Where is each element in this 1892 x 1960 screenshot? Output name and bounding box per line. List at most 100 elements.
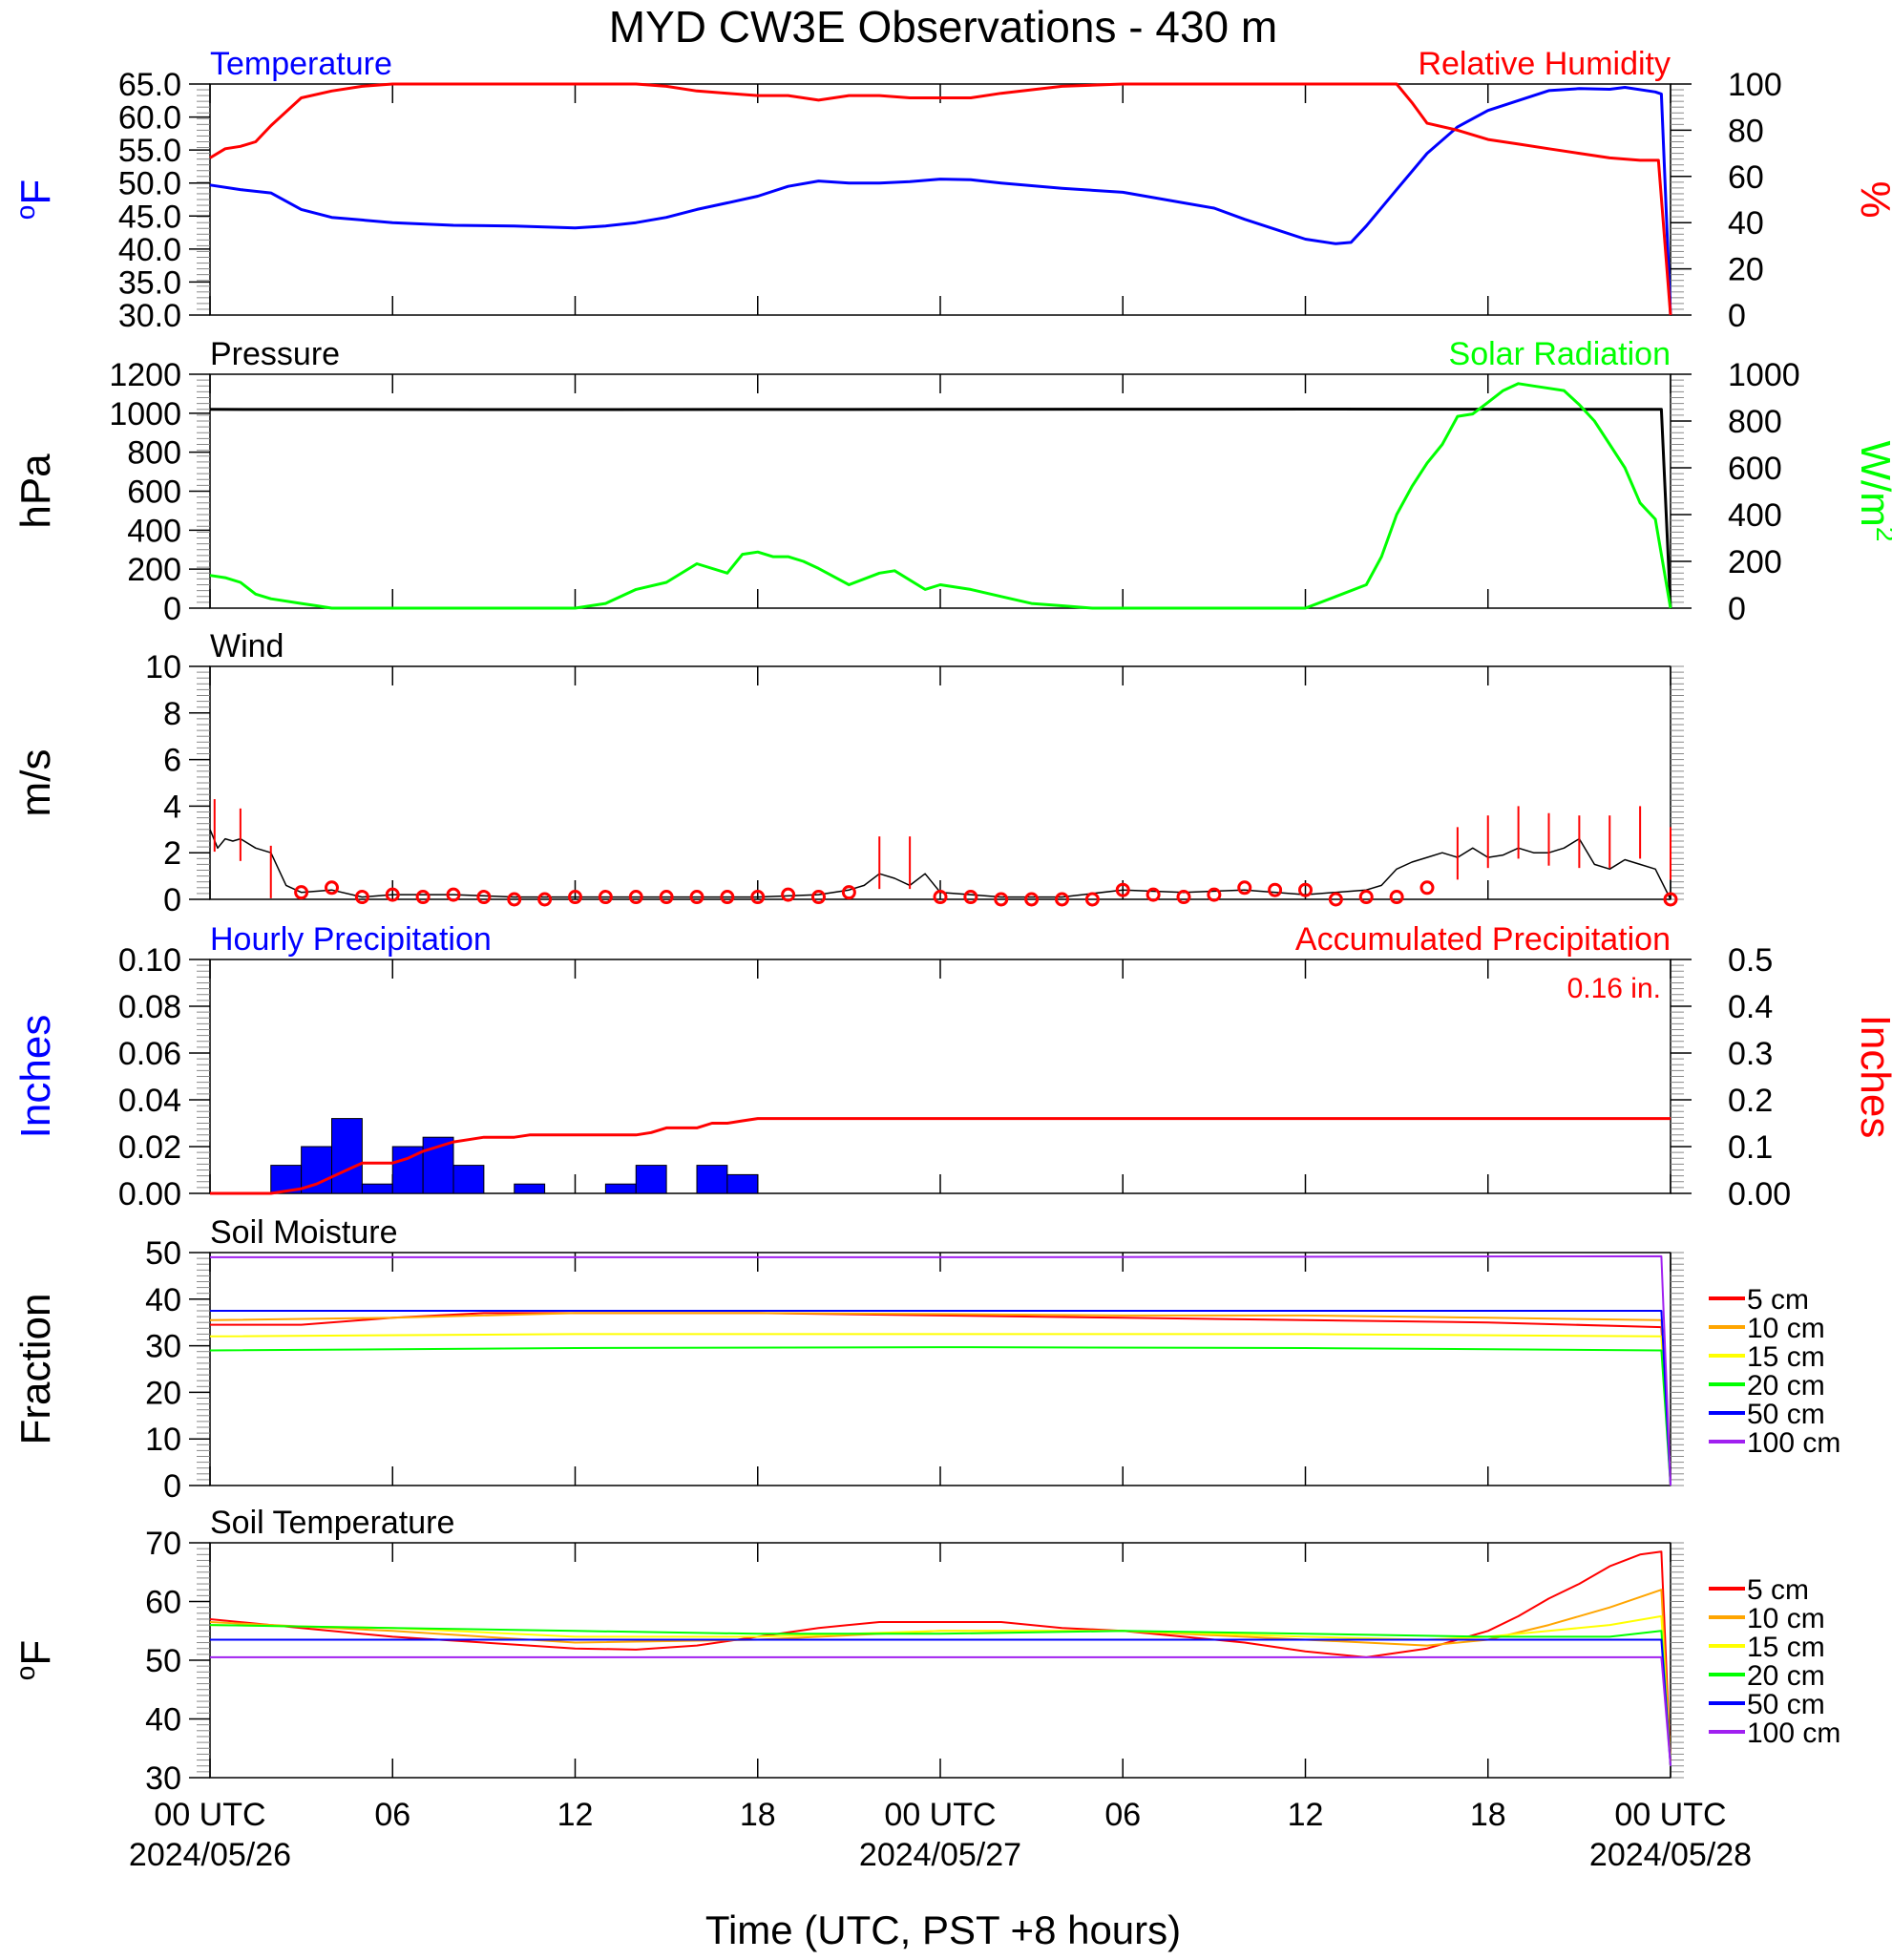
panel-title-left: Wind xyxy=(210,628,284,664)
y-tick-label-left: 8 xyxy=(163,696,181,732)
panel-precipitation: 0.10 0.08 0.06 0.04 0.02 0.00 0.5 0.4 0.3 0.2 0.1 0… xyxy=(12,921,1892,1212)
legend-label: 100 cm xyxy=(1747,1427,1840,1459)
series-pressure xyxy=(209,408,1672,609)
panel-title-right: Relative Humidity xyxy=(1418,46,1671,82)
panel-title-right: Solar Radiation xyxy=(1449,336,1671,372)
x-tick-date: 2024/05/26 xyxy=(129,1837,291,1873)
x-tick-date: 2024/05/27 xyxy=(859,1837,1021,1873)
legend-label: 15 cm xyxy=(1747,1632,1825,1663)
y-tick-label-left: 0 xyxy=(163,591,181,627)
y-tick-label-right: 60 xyxy=(1728,159,1764,196)
x-tick-label: 18 xyxy=(740,1797,776,1833)
chart-title: MYD CW3E Observations - 430 m xyxy=(609,2,1277,52)
hourly-precip-bar xyxy=(391,1146,424,1194)
series-15-cm xyxy=(209,1333,1671,1486)
y-tick-label-left: 1000 xyxy=(109,396,181,432)
series-accumulated-precipitation xyxy=(210,1117,1671,1195)
y-tick-label-right: 0.4 xyxy=(1728,989,1773,1025)
y-tick-label-left: 4 xyxy=(163,789,181,825)
y-axis-label-left: hPa xyxy=(12,453,59,529)
y-tick-label-left: 400 xyxy=(127,513,181,549)
y-axis-label-left: oF xyxy=(11,179,59,220)
x-tick-label: 00 UTC xyxy=(884,1797,996,1833)
y-tick-label-left: 0 xyxy=(163,882,181,918)
y-tick-label-right: 800 xyxy=(1728,404,1782,440)
y-tick-label-left: 0.02 xyxy=(118,1129,181,1166)
series-50-cm xyxy=(210,1638,1671,1766)
wind-calm-marker xyxy=(689,890,704,905)
series-temperature xyxy=(209,86,1672,316)
y-tick-label-left: 200 xyxy=(127,552,181,588)
y-tick-label-right: 0.1 xyxy=(1728,1129,1773,1166)
y-tick-label-left: 10 xyxy=(145,1422,181,1458)
wind-calm-marker xyxy=(1055,892,1069,907)
y-tick-label-right: 0.00 xyxy=(1728,1176,1791,1212)
panel-title-left: Soil Temperature xyxy=(210,1505,454,1541)
panel-title-left: Soil Moisture xyxy=(210,1214,398,1251)
y-axis-label-left: oF xyxy=(11,1640,59,1680)
y-tick-label-left: 6 xyxy=(163,743,181,779)
y-tick-label-right: 40 xyxy=(1728,205,1764,242)
series-5-cm xyxy=(210,1312,1671,1486)
hourly-precip-bar xyxy=(301,1146,332,1194)
y-tick-label-left: 40 xyxy=(145,1282,181,1318)
hourly-precip-bar xyxy=(604,1183,637,1194)
wind-calm-marker xyxy=(294,885,309,900)
y-tick-label-left: 2 xyxy=(163,835,181,872)
y-tick-label-left: 60 xyxy=(145,1585,181,1621)
series-5-cm xyxy=(209,1550,1671,1766)
series-10-cm xyxy=(209,1312,1671,1486)
wind-calm-marker xyxy=(1084,892,1100,907)
wind-calm-marker xyxy=(659,890,674,905)
panel-pressure-solar: 12001000800600400200010008006004002000Pr… xyxy=(12,336,1892,627)
y-tick-label-left: 50 xyxy=(145,1643,181,1679)
y-tick-label-left: 50 xyxy=(145,1235,181,1272)
y-tick-label-right: 0.3 xyxy=(1728,1036,1773,1072)
y-tick-label-right: 20 xyxy=(1728,252,1764,288)
y-tick-label-left: 1200 xyxy=(109,357,181,393)
wind-calm-marker xyxy=(1389,890,1404,905)
panels: 65.060.055.050.045.040.035.030.010080604… xyxy=(11,46,1892,1873)
y-tick-label-left: 35.0 xyxy=(118,264,181,301)
y-tick-label-left: 20 xyxy=(145,1375,181,1411)
y-axis-label-right: % xyxy=(1852,180,1892,218)
wind-calm-marker xyxy=(1176,890,1191,905)
accumulated-annotation: 0.16 in. xyxy=(1567,973,1661,1004)
y-tick-label-left: 50.0 xyxy=(118,166,181,202)
x-tick-label: 12 xyxy=(557,1797,594,1833)
legend-label: 50 cm xyxy=(1747,1399,1825,1430)
wind-calm-marker xyxy=(446,887,461,902)
y-tick-label-right: 200 xyxy=(1728,544,1782,580)
y-tick-label-left: 30 xyxy=(145,1760,181,1797)
y-tick-label-left: 40.0 xyxy=(118,232,181,268)
y-tick-label-left: 0.00 xyxy=(118,1176,181,1212)
wind-calm-marker xyxy=(1115,882,1130,897)
hourly-precip-bar xyxy=(331,1118,363,1194)
y-axis-label-left: m/s xyxy=(12,749,59,817)
panel-title-left: Hourly Precipitation xyxy=(210,921,492,958)
y-tick-label-left: 0.04 xyxy=(118,1083,181,1119)
legend-label: 15 cm xyxy=(1747,1341,1825,1373)
wind-calm-marker xyxy=(781,887,796,902)
y-tick-label-left: 30.0 xyxy=(118,298,181,334)
x-tick-label: 06 xyxy=(1104,1797,1141,1833)
wind-calm-marker xyxy=(325,880,339,896)
panel-frame xyxy=(209,665,1671,900)
y-tick-label-left: 55.0 xyxy=(118,133,181,169)
wind-calm-marker xyxy=(811,890,826,905)
y-tick-label-left: 0.10 xyxy=(118,942,181,979)
y-tick-label-left: 600 xyxy=(127,474,181,511)
x-tick-label: 06 xyxy=(374,1797,410,1833)
wind-calm-marker xyxy=(1146,887,1161,902)
wind-calm-marker xyxy=(720,890,735,905)
wind-calm-marker xyxy=(568,890,582,905)
wind-calm-marker xyxy=(1328,892,1343,907)
wind-calm-marker xyxy=(841,885,856,900)
x-tick-label: 00 UTC xyxy=(1614,1797,1726,1833)
y-tick-label-right: 400 xyxy=(1728,497,1782,534)
y-axis-label-left: Fraction xyxy=(12,1294,59,1445)
x-axis-label: Time (UTC, PST +8 hours) xyxy=(705,1907,1181,1952)
legend-label: 20 cm xyxy=(1747,1370,1825,1402)
y-tick-label-left: 70 xyxy=(145,1526,181,1562)
